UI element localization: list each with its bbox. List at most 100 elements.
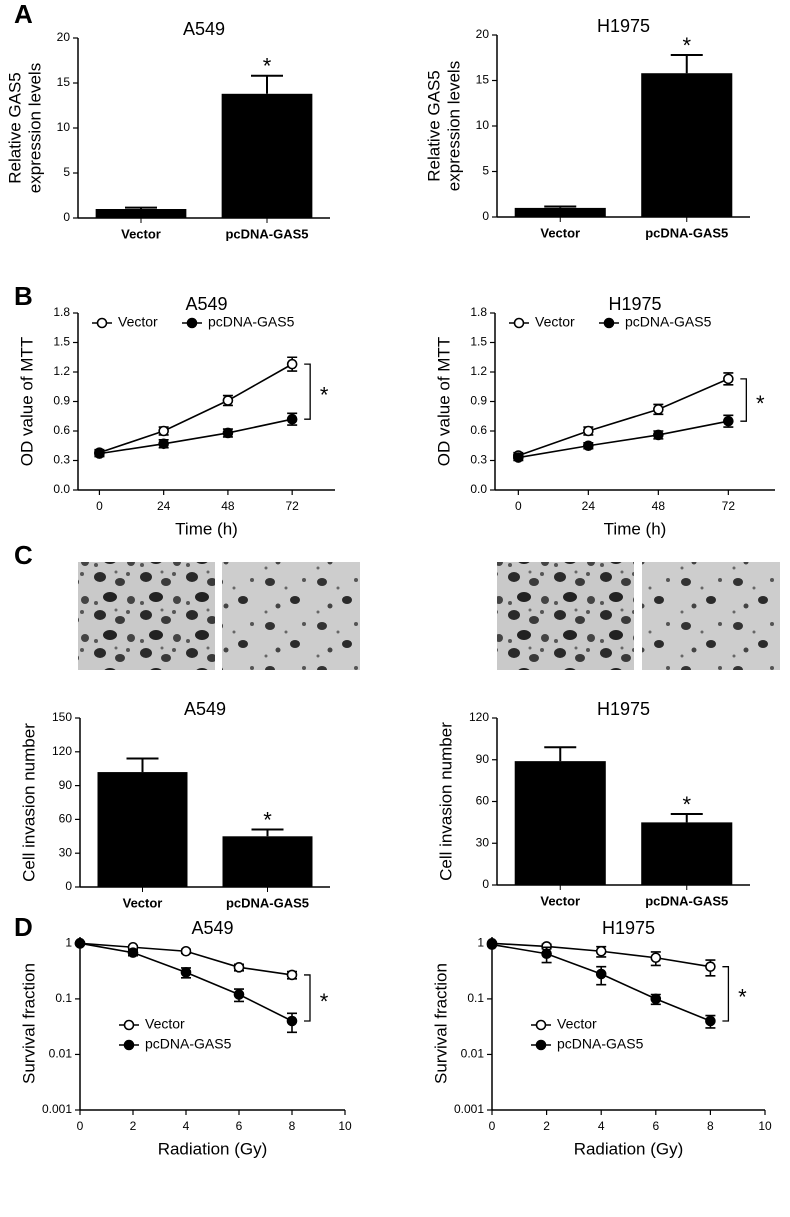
y-tick-label: 0.01 [461, 1047, 485, 1061]
marker [513, 452, 524, 463]
legend-marker [603, 317, 615, 329]
marker [222, 395, 234, 406]
marker [723, 373, 734, 385]
chart-title: H1975 [597, 16, 650, 36]
significance-bracket [304, 974, 311, 1022]
significance-mark: * [738, 985, 747, 1010]
marker [222, 427, 234, 439]
legend-marker [186, 317, 198, 329]
significance-bracket [740, 378, 747, 422]
x-tick-label: pcDNA-GAS5 [645, 225, 728, 240]
y-tick-label: 60 [476, 794, 490, 808]
y-tick-label: 10 [57, 120, 71, 134]
y-tick-label: 1 [65, 936, 72, 950]
photo [78, 562, 215, 670]
y-axis-label: OD value of MTT [434, 337, 453, 466]
marker [595, 968, 607, 980]
y-tick-label: 0.001 [42, 1102, 72, 1116]
error-bar [126, 757, 159, 773]
bar [222, 836, 313, 887]
y-tick-label: 90 [476, 752, 490, 766]
y-tick-label: 5 [63, 165, 70, 179]
marker [74, 938, 86, 949]
x-tick-label: 24 [157, 499, 171, 513]
bar [514, 761, 606, 885]
y-tick-label: 0 [482, 209, 489, 223]
chart: A549 Relative GAS5 expression levels 0 5 10 15… [5, 19, 330, 241]
photo [222, 562, 360, 670]
y-tick-label: 60 [59, 812, 73, 826]
y-tick-label: 0.0 [470, 482, 487, 496]
x-axis-label: Time (h) [604, 519, 667, 538]
significance-bracket [722, 966, 730, 1022]
photo [642, 562, 780, 670]
significance-mark: * [263, 807, 272, 832]
marker [158, 425, 169, 437]
y-tick-label: 0.3 [470, 453, 487, 467]
y-tick-label: 20 [476, 27, 490, 41]
series-line [99, 418, 293, 455]
y-tick-label: 0.9 [470, 394, 487, 408]
chart-title: A549 [184, 699, 226, 719]
x-tick-label: 8 [707, 1119, 714, 1133]
chart-title: A549 [191, 918, 233, 938]
marker [180, 967, 192, 978]
significance-mark: * [756, 391, 765, 416]
legend-label: Vector [557, 1016, 597, 1032]
y-tick-label: 1.5 [53, 335, 70, 349]
y-tick-label: 15 [476, 73, 490, 87]
significance-mark: * [320, 989, 329, 1014]
x-tick-label: 10 [338, 1119, 352, 1133]
x-tick-label: 72 [722, 499, 736, 513]
significance-mark: * [263, 54, 272, 79]
y-axis-label: Survival fraction [431, 963, 450, 1084]
marker [541, 948, 552, 960]
chart-title: H1975 [597, 699, 650, 719]
marker [286, 969, 298, 981]
panel-label: D [14, 912, 33, 942]
panel-label: A [14, 0, 33, 29]
legend-label: pcDNA-GAS5 [557, 1036, 644, 1052]
significance-mark: * [682, 792, 691, 817]
marker [583, 425, 594, 437]
marker [233, 962, 245, 973]
marker [233, 989, 245, 1000]
legend-marker [535, 1039, 547, 1051]
bar [514, 207, 606, 217]
legend-marker [513, 317, 525, 329]
chart: H1975 Cell invasion number 0 30 60 90 120 Vecto… [436, 699, 750, 908]
x-tick-label: 48 [221, 499, 235, 513]
y-tick-label: 10 [476, 118, 490, 132]
y-tick-label: 0 [63, 210, 70, 224]
x-tick-label: 2 [543, 1119, 550, 1133]
x-tick-label: 8 [289, 1119, 296, 1133]
error-bar [251, 74, 283, 94]
x-tick-label: Vector [540, 225, 580, 240]
error-bar [670, 813, 703, 823]
y-tick-label: 150 [52, 710, 72, 724]
y-tick-label: 0.01 [49, 1047, 73, 1061]
marker [486, 939, 498, 950]
y-tick-label: 1.5 [470, 335, 487, 349]
x-axis-label: Radiation (Gy) [574, 1139, 684, 1158]
marker [653, 404, 664, 415]
y-tick-label: 1.2 [470, 364, 487, 378]
legend-label: Vector [118, 314, 158, 330]
error-bar [125, 206, 157, 209]
marker [180, 945, 192, 957]
y-axis-label: expression levels [25, 63, 44, 193]
series-line [518, 420, 729, 459]
bar [221, 93, 313, 218]
y-tick-label: 0.6 [470, 423, 487, 437]
y-axis-label: Relative GAS5 [5, 72, 24, 184]
x-tick-label: Vector [540, 893, 580, 908]
panel-label: C [14, 540, 33, 570]
panel-label: B [14, 281, 33, 311]
x-tick-label: pcDNA-GAS5 [226, 895, 309, 910]
y-tick-label: 0.3 [53, 453, 70, 467]
marker [286, 358, 298, 370]
error-bar [544, 746, 577, 762]
